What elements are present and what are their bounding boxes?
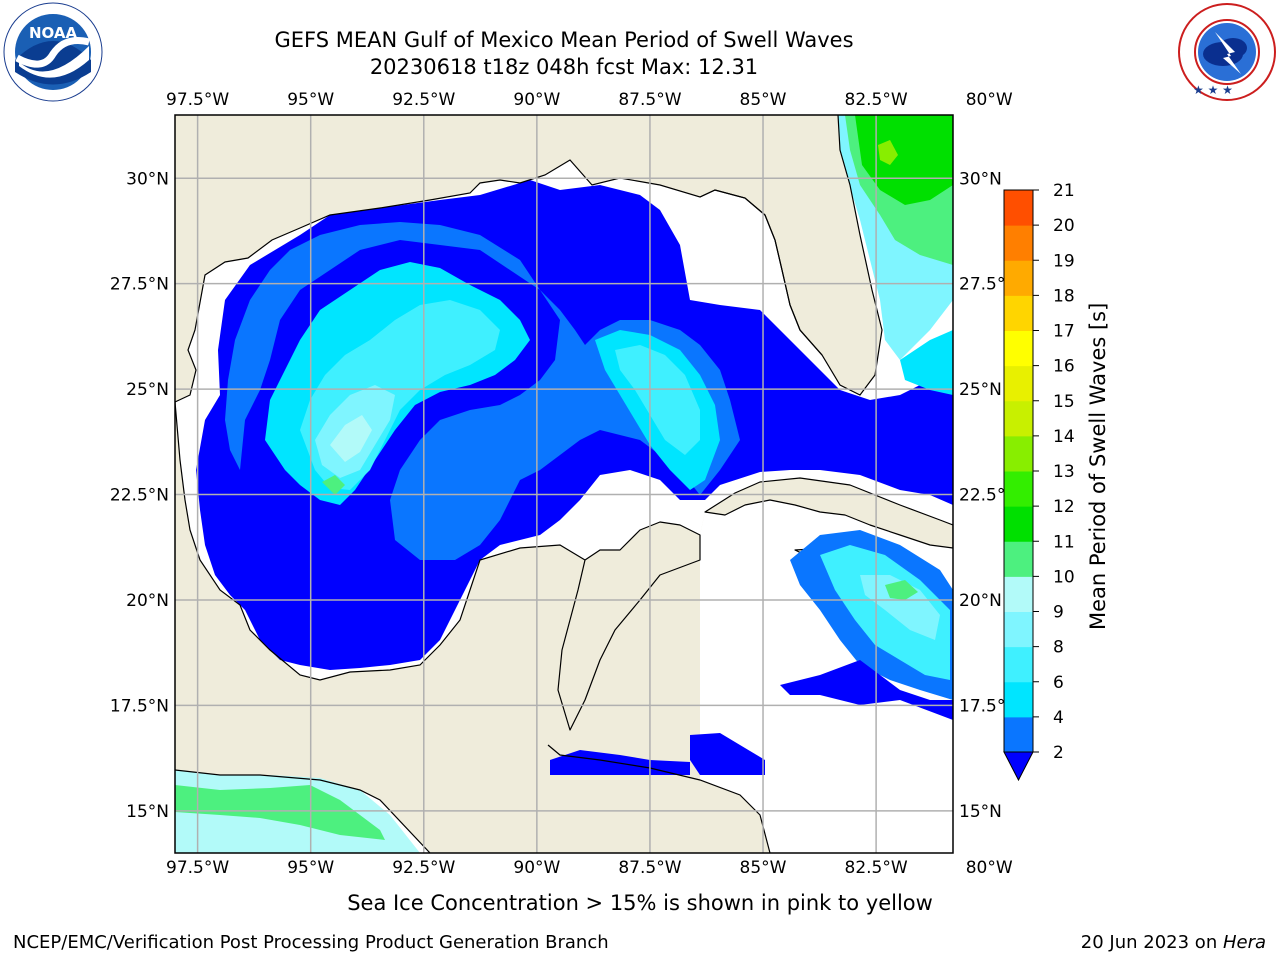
nws-logo-graphic: ★ ★ ★ — [1178, 3, 1276, 101]
x-tick-label-top: 80°W — [966, 90, 1013, 110]
caribbean-6-8 — [820, 545, 950, 680]
footer-date: 20 Jun 2023 on Hera — [1081, 932, 1266, 953]
map-frame — [174, 114, 954, 854]
noaa-logo-graphic: NOAA — [3, 2, 103, 102]
colorbar-extend-arrow — [1003, 751, 1034, 782]
nws-logo: ★ ★ ★ — [1175, 2, 1279, 102]
atlantic-4-6 — [900, 330, 953, 395]
coastline-pacific — [175, 769, 431, 853]
swell-region-6-8-central — [615, 345, 700, 455]
y-tick-label-right: 30°N — [959, 169, 1002, 189]
colorbar-segment — [1004, 506, 1033, 542]
x-tick-label-top: 95°W — [287, 90, 334, 110]
y-tick-label-left: 20°N — [126, 591, 169, 611]
y-tick-label-right: 22.5°N — [959, 486, 1018, 506]
colorbar-tick-label: 11 — [1053, 532, 1075, 552]
chart-title: GEFS MEAN Gulf of Mexico Mean Period of … — [274, 28, 854, 52]
colorbar-tick-label: 4 — [1053, 708, 1064, 728]
colorbar-tick-label: 16 — [1053, 357, 1075, 377]
x-tick-label-bottom: 87.5°W — [618, 858, 681, 878]
y-tick-label-left: 22.5°N — [110, 486, 169, 506]
x-tick-label-bottom: 80°W — [966, 858, 1013, 878]
x-tick-label-bottom: 97.5°W — [166, 858, 229, 878]
colorbar-segment — [1004, 295, 1033, 331]
y-tick-label-left: 27.5°N — [110, 275, 169, 295]
caribbean-10-11 — [885, 580, 918, 600]
y-tick-label-left: 25°N — [126, 380, 169, 400]
y-tick-label-right: 27.5°N — [959, 275, 1018, 295]
x-tick-label-bottom: 85°W — [740, 858, 787, 878]
colorbar-segment — [1004, 471, 1033, 507]
footer-date-text: 20 Jun 2023 on — [1080, 932, 1223, 953]
noaa-logo-text: NOAA — [29, 24, 78, 42]
colorbar-segment — [1004, 646, 1033, 683]
colorbar-segment — [1004, 260, 1033, 296]
y-tick-label-right: 15°N — [959, 802, 1002, 822]
svg-text:★ ★ ★: ★ ★ ★ — [1193, 83, 1233, 97]
colorbar-tick-label: 12 — [1053, 497, 1075, 517]
colorbar-tick-label: 15 — [1053, 392, 1075, 412]
chart-subtitle: 20230618 t18z 048h fcst Max: 12.31 — [369, 55, 759, 79]
colorbar-tick-label: 17 — [1053, 322, 1075, 342]
coastline-central-america — [547, 744, 771, 853]
x-tick-label-top: 92.5°W — [392, 90, 455, 110]
caribbean-8-9 — [860, 575, 940, 640]
atlantic-12-13 — [878, 140, 898, 165]
x-tick-label-top: 90°W — [513, 90, 560, 110]
sea-ice-caption: Sea Ice Concentration > 15% is shown in … — [347, 891, 933, 915]
colorbar-label: Mean Period of Swell Waves [s] — [1086, 302, 1110, 630]
y-tick-label-right: 17.5°N — [959, 696, 1018, 716]
colorbar-tick-label: 20 — [1053, 216, 1075, 236]
colorbar-tick-label: 2 — [1053, 743, 1064, 763]
colorbar-segment — [1004, 716, 1033, 753]
swell-region-9-10 — [330, 415, 372, 462]
colorbar-tick-label: 6 — [1053, 673, 1064, 693]
colorbar-tick-label: 21 — [1053, 181, 1075, 201]
coastline-florida — [699, 115, 883, 396]
x-tick-label-bottom: 95°W — [287, 858, 334, 878]
y-tick-label-right: 20°N — [959, 591, 1002, 611]
colorbar-segment — [1004, 365, 1033, 402]
caribbean-lt2-south — [780, 660, 953, 720]
colorbar-segment — [1004, 611, 1033, 648]
colorbar-segment — [1004, 400, 1033, 437]
colorbar-tick-label: 19 — [1053, 251, 1075, 271]
coastline-mexico — [175, 401, 586, 681]
colorbar-tick-label: 18 — [1053, 286, 1075, 306]
colorbar-tick-label: 14 — [1053, 427, 1075, 447]
x-tick-label-bottom: 92.5°W — [392, 858, 455, 878]
x-tick-label-top: 97.5°W — [166, 90, 229, 110]
y-tick-label-left: 17.5°N — [110, 696, 169, 716]
x-tick-label-top: 87.5°W — [618, 90, 681, 110]
colorbar-segment — [1004, 190, 1033, 226]
colorbar-tick-label: 10 — [1053, 567, 1075, 587]
x-tick-label-bottom: 82.5°W — [845, 858, 908, 878]
x-tick-label-top: 82.5°W — [845, 90, 908, 110]
colorbar-tick-label: 9 — [1053, 603, 1064, 623]
noaa-logo: NOAA — [3, 2, 103, 102]
colorbar-tick-label: 8 — [1053, 638, 1064, 658]
colorbar-segment — [1004, 681, 1033, 718]
y-tick-label-left: 30°N — [126, 169, 169, 189]
y-tick-label-right: 25°N — [959, 380, 1002, 400]
colorbar-tick-label: 13 — [1053, 462, 1075, 482]
cuba-land — [704, 477, 953, 549]
atlantic-11-12 — [855, 115, 953, 205]
footer-credit: NCEP/EMC/Verification Post Processing Pr… — [13, 932, 609, 953]
footer-machine: Hera — [1222, 932, 1266, 953]
x-tick-label-top: 85°W — [740, 90, 787, 110]
colorbar-segment — [1004, 225, 1033, 261]
colorbar-segment — [1004, 541, 1033, 577]
colorbar-segment — [1004, 435, 1033, 472]
y-tick-label-left: 15°N — [126, 802, 169, 822]
swell-region-10-11-west — [322, 475, 345, 495]
x-tick-label-bottom: 90°W — [513, 858, 560, 878]
colorbar-segment — [1004, 576, 1033, 612]
colorbar-segment — [1004, 330, 1033, 367]
pacific-10-11 — [175, 785, 385, 840]
caribbean-lt2-honduras — [690, 733, 765, 775]
